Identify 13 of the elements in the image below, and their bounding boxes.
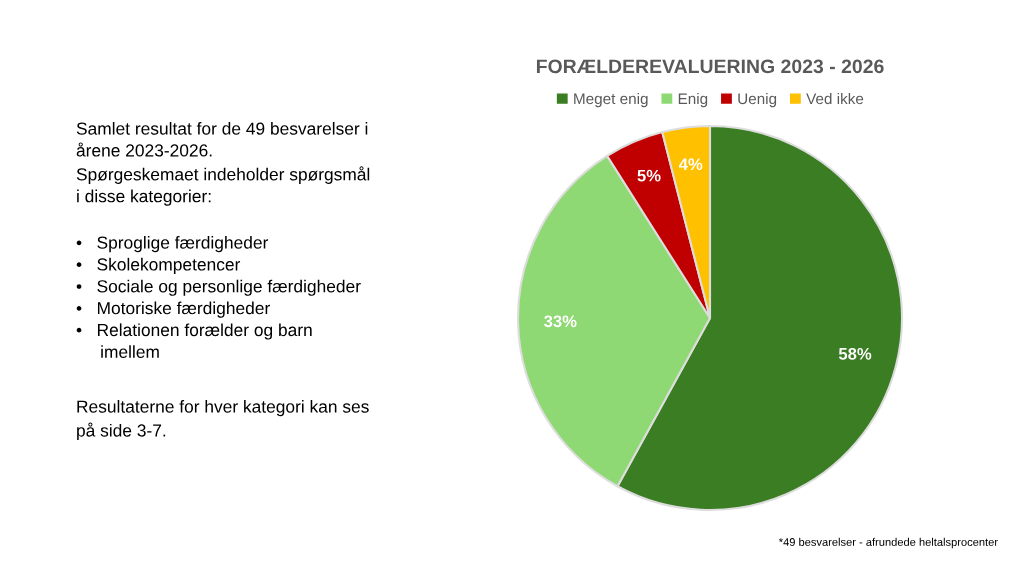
text: *49 besvarelser - afrundede heltalsprocenter	[778, 537, 998, 549]
text: Resultaterne for hver kategori kan ses på side 3-7.	[77, 400, 369, 441]
text: • Sproglige færdigheder • Skolekompetencer • Sociale og personlige færdigheder • Motoriske færdigheder • Relationen forælder og barn imellem	[76, 236, 361, 358]
data-label: 58%	[838, 347, 872, 360]
legend-label: Enig	[678, 92, 708, 108]
data-label: 33%	[544, 315, 577, 328]
legend-label: Ved ikke	[806, 92, 864, 105]
data-label: 5%	[637, 169, 661, 182]
data-label: 4%	[678, 158, 703, 171]
legend-label: Meget enig	[574, 92, 648, 108]
chart-title: FORÆLDEREVALUERING 2023 - 2026	[536, 59, 884, 74]
text: Samlet resultat for de 49 besvarelser i årene 2023-2026. Spørgeskemaet indeholder spørgsmål i disse kategorier:	[76, 122, 370, 206]
legend-label: Uenig	[738, 92, 777, 108]
